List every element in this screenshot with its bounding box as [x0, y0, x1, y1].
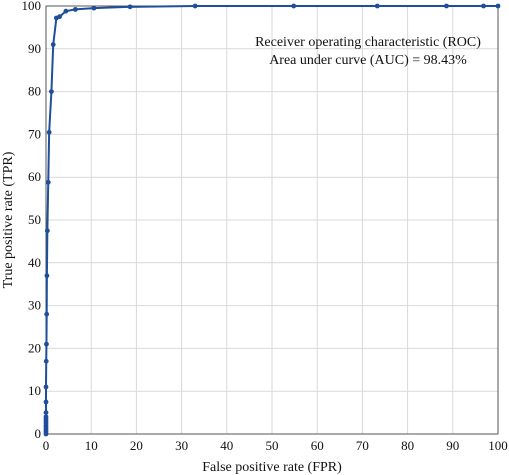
y-tick-label: 100 — [22, 0, 42, 13]
roc-data-point — [43, 384, 49, 390]
roc-data-point — [44, 228, 50, 234]
x-tick-label: 70 — [356, 438, 369, 453]
roc-data-point — [72, 7, 78, 12]
roc-data-point — [43, 410, 49, 415]
roc-data-point — [91, 5, 97, 11]
y-tick-label: 10 — [28, 383, 41, 398]
x-tick-label: 10 — [85, 438, 98, 453]
roc-data-point — [46, 129, 52, 135]
x-tick-label: 100 — [488, 438, 508, 453]
roc-data-point — [44, 341, 49, 347]
y-tick-label: 0 — [35, 426, 42, 441]
roc-data-point — [374, 3, 380, 9]
y-tick-label: 20 — [28, 340, 41, 355]
roc-data-point — [192, 3, 198, 9]
y-tick-label: 90 — [28, 41, 41, 56]
roc-annotation-title: Receiver operating characteristic (ROC) — [255, 35, 481, 50]
roc-data-point — [63, 8, 69, 14]
x-axis-title: False positive rate (FPR) — [202, 460, 342, 475]
auc-annotation: Area under curve (AUC) = 98.43% — [269, 53, 467, 68]
x-tick-label: 0 — [43, 438, 50, 453]
roc-data-point — [50, 42, 56, 47]
x-tick-label: 60 — [311, 438, 324, 453]
roc-data-point — [43, 399, 49, 405]
x-tick-label: 30 — [175, 438, 188, 453]
roc-data-point — [44, 311, 50, 317]
roc-data-point — [291, 3, 297, 9]
roc-data-point — [43, 358, 49, 364]
y-tick-label: 60 — [28, 169, 41, 184]
roc-data-point — [127, 4, 133, 10]
y-axis-title: True positive rate (TPR) — [1, 151, 16, 288]
roc-data-point — [45, 179, 51, 185]
roc-data-point — [49, 89, 54, 94]
y-tick-label: 70 — [28, 126, 41, 141]
y-tick-label: 50 — [28, 212, 41, 227]
grid-lines — [45, 5, 499, 435]
y-tick-label: 40 — [28, 255, 41, 270]
x-tick-label: 20 — [130, 438, 143, 453]
x-tick-label: 80 — [401, 438, 414, 453]
x-tick-label: 40 — [220, 438, 233, 453]
roc-data-point — [57, 14, 62, 20]
y-tick-label: 30 — [28, 298, 41, 313]
roc-data-point — [444, 3, 449, 9]
y-tick-label: 80 — [28, 84, 41, 99]
x-tick-label: 50 — [266, 438, 279, 453]
tick-labels: 0 10 20 30 40 50 60 70 80 90 100 0 10 20 30 40 50 60 70 80 9… — [22, 0, 508, 453]
roc-curve-points — [43, 3, 501, 437]
roc-data-point — [44, 273, 50, 279]
roc-data-point — [43, 414, 49, 420]
x-tick-label: 90 — [446, 438, 459, 453]
roc-data-point — [495, 3, 501, 9]
roc-data-point — [481, 3, 486, 9]
